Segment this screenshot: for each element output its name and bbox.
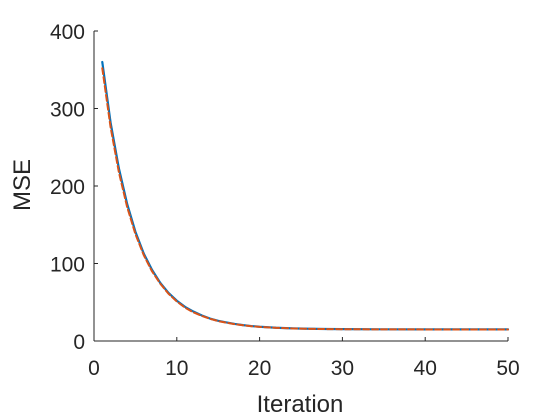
y-tick-label: 0 bbox=[73, 331, 85, 354]
y-tick-label: 300 bbox=[50, 99, 85, 122]
series-group bbox=[101, 60, 510, 331]
series-line-1 bbox=[101, 60, 510, 331]
series-line-2 bbox=[101, 67, 509, 331]
x-axis: 0 10 20 30 40 50 bbox=[88, 337, 520, 380]
y-axis: 0 100 200 300 400 bbox=[50, 21, 98, 354]
x-tick-label: 0 bbox=[88, 357, 100, 380]
x-tick-label: 10 bbox=[165, 357, 188, 380]
x-tick-label: 40 bbox=[414, 357, 437, 380]
y-tick-label: 400 bbox=[50, 21, 85, 44]
x-tick-label: 30 bbox=[331, 357, 354, 380]
x-axis-label: Iteration bbox=[257, 391, 344, 418]
x-tick-label: 20 bbox=[248, 357, 271, 380]
x-tick-label: 50 bbox=[496, 357, 519, 380]
y-axis-label: MSE bbox=[9, 159, 36, 211]
y-tick-label: 200 bbox=[50, 176, 85, 199]
y-tick-label: 100 bbox=[50, 254, 85, 277]
